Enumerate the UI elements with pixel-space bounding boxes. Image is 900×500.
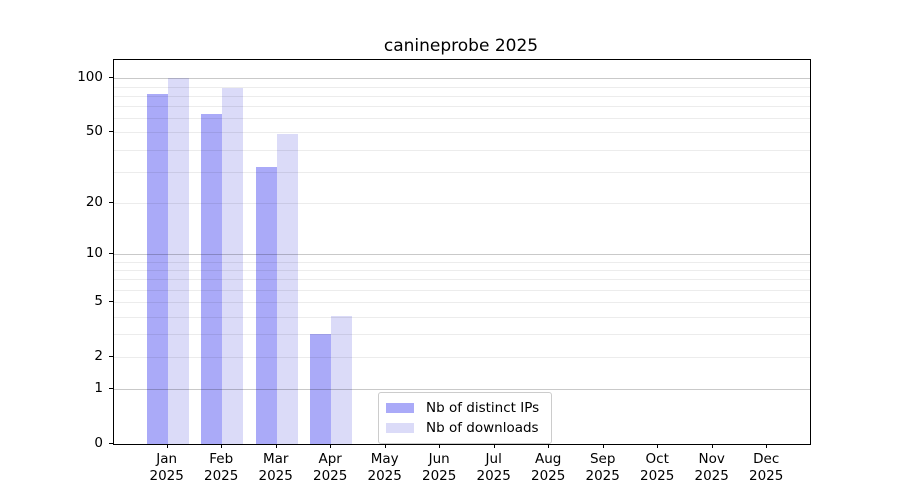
x-tick-may bbox=[384, 444, 386, 448]
x-tick-jan bbox=[166, 444, 168, 448]
chart-title: canineprobe 2025 bbox=[383, 36, 539, 56]
x-tick-label-feb: Feb 2025 bbox=[204, 451, 239, 484]
plot-area bbox=[113, 59, 811, 445]
x-tick-jul bbox=[493, 444, 495, 448]
legend-label-distinct-ips: Nb of distinct IPs bbox=[426, 400, 540, 416]
y-tick-label-1: 1 bbox=[94, 380, 103, 397]
bar-feb-distinct-ips bbox=[201, 114, 223, 444]
y-tick-label-20: 20 bbox=[85, 193, 103, 210]
x-tick-feb bbox=[221, 444, 223, 448]
legend-label-downloads: Nb of downloads bbox=[426, 420, 539, 436]
y-tick-label-2: 2 bbox=[94, 347, 103, 364]
y-tick-label-50: 50 bbox=[85, 123, 103, 140]
x-tick-label-jul: Jul 2025 bbox=[476, 451, 511, 484]
x-tick-nov bbox=[711, 444, 713, 448]
bar-feb-downloads bbox=[222, 88, 244, 444]
x-tick-dec bbox=[766, 444, 768, 448]
bar-jan-distinct-ips bbox=[146, 93, 168, 444]
x-tick-label-mar: Mar 2025 bbox=[258, 451, 293, 484]
y-tick-1 bbox=[109, 388, 113, 390]
bar-jan-downloads bbox=[167, 78, 189, 444]
y-tick-2 bbox=[109, 355, 113, 357]
y-tick-20 bbox=[109, 201, 113, 203]
y-tick-5 bbox=[109, 301, 113, 302]
x-tick-label-jan: Jan 2025 bbox=[149, 451, 184, 484]
y-tick-label-10: 10 bbox=[85, 245, 103, 261]
x-tick-label-aug: Aug 2025 bbox=[531, 451, 566, 484]
bar-apr-downloads bbox=[331, 316, 353, 444]
x-tick-label-may: May 2025 bbox=[367, 451, 402, 484]
x-tick-label-apr: Apr 2025 bbox=[313, 451, 348, 484]
bar-mar-distinct-ips bbox=[255, 166, 277, 444]
x-tick-mar bbox=[275, 444, 277, 448]
y-tick-50 bbox=[109, 131, 113, 133]
x-tick-oct bbox=[657, 444, 659, 448]
legend-row-downloads: Nb of downloads bbox=[386, 418, 539, 438]
y-tick-0 bbox=[109, 443, 113, 444]
x-tick-label-jun: Jun 2025 bbox=[422, 451, 457, 484]
y-tick-label-100: 100 bbox=[77, 69, 103, 86]
bar-mar-downloads bbox=[276, 134, 298, 444]
legend-row-distinct-ips: Nb of distinct IPs bbox=[386, 398, 539, 418]
x-tick-label-oct: Oct 2025 bbox=[640, 451, 675, 484]
legend-swatch-distinct-ips bbox=[386, 403, 414, 413]
y-tick-label-5: 5 bbox=[94, 293, 103, 309]
bar-apr-distinct-ips bbox=[310, 334, 332, 444]
y-tick-100 bbox=[109, 77, 113, 79]
x-tick-jun bbox=[439, 444, 441, 448]
legend-swatch-downloads bbox=[386, 423, 414, 433]
x-tick-label-dec: Dec 2025 bbox=[749, 451, 784, 484]
x-tick-sep bbox=[602, 444, 604, 448]
legend: Nb of distinct IPs Nb of downloads bbox=[378, 392, 553, 444]
bars-layer bbox=[114, 60, 810, 444]
y-tick-label-0: 0 bbox=[94, 435, 103, 451]
x-tick-label-sep: Sep 2025 bbox=[585, 451, 620, 484]
x-tick-apr bbox=[330, 444, 332, 448]
x-tick-label-nov: Nov 2025 bbox=[694, 451, 729, 484]
x-tick-aug bbox=[548, 444, 550, 448]
y-tick-10 bbox=[109, 253, 113, 254]
